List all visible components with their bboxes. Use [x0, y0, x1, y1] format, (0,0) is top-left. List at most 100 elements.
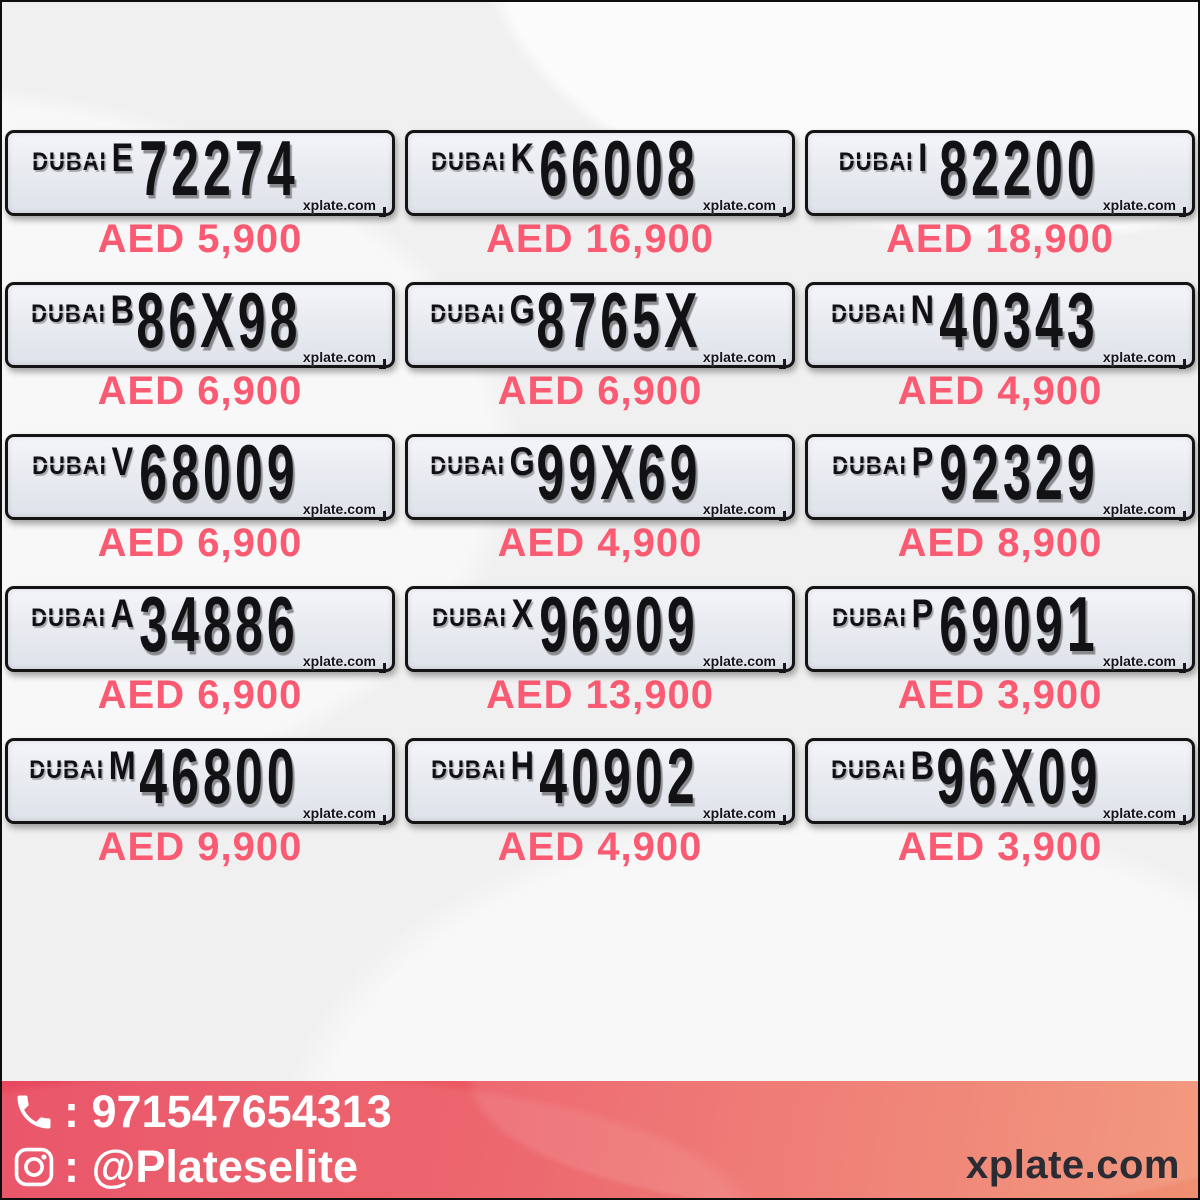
plate-left-block: DUBAI B: [22, 287, 144, 333]
license-plate: DUBAI X 96909 xplate.com: [405, 581, 795, 673]
dubai-emirate-wordmark: DUBAI: [831, 755, 906, 784]
plate-price: AED 6,900: [97, 521, 303, 565]
plate-watermark: xplate.com: [702, 349, 786, 369]
plate-watermark-text: xplate.com: [302, 805, 376, 821]
dubai-emirate-wordmark: DUBAI: [29, 755, 104, 784]
license-plate: DUBAI G 8765X xplate.com: [405, 277, 795, 369]
plate-watermark: xplate.com: [1103, 349, 1186, 369]
license-plate: DUBAI K 66008 xplate.com: [405, 125, 795, 217]
plate-price: AED 6,900: [97, 369, 303, 413]
plate-price: AED 4,900: [497, 825, 703, 869]
instagram-handle-text: : @Plateselite: [64, 1141, 358, 1192]
plate-price: AED 5,900: [97, 217, 303, 261]
plate-listing: DUBAI P 69091 xplate.com AED 3,900: [805, 581, 1195, 717]
plate-watermark-text: xplate.com: [1102, 501, 1176, 517]
plate-watermark-text: xplate.com: [302, 197, 376, 213]
plate-left-block: DUBAI N: [822, 290, 944, 330]
plate-watermark: xplate.com: [302, 197, 386, 217]
plate-letter-code: H: [510, 743, 535, 789]
watermark-corner-mark: [779, 663, 786, 673]
license-plate: DUBAI H 40902 xplate.com: [405, 733, 795, 825]
plate-price: AED 18,900: [886, 217, 1114, 261]
plate-listing: DUBAI H 40902 xplate.com AED 4,900: [405, 733, 795, 869]
plate-watermark: xplate.com: [1102, 197, 1186, 217]
plate-letter-code: A: [110, 591, 135, 637]
plate-number: 82200: [939, 124, 1099, 212]
plate-price: AED 6,900: [97, 673, 303, 717]
watermark-corner-mark: [1179, 815, 1186, 825]
watermark-corner-mark: [779, 207, 786, 217]
plate-watermark: xplate.com: [302, 501, 386, 521]
license-plate: DUBAI M 46800 xplate.com: [5, 733, 395, 825]
plate-listing: DUBAI B 96X09 xplate.com AED 3,900: [805, 733, 1195, 869]
license-plate: DUBAI B 86X98 xplate.com: [5, 277, 395, 369]
plate-letter-code: B: [910, 743, 935, 789]
plate-watermark-text: xplate.com: [302, 653, 376, 669]
plate-letter-code: P: [911, 591, 934, 637]
plate-letter-code: G: [509, 287, 536, 333]
plate-listing: DUBAI E 72274 xplate.com AED 5,900: [5, 125, 395, 261]
license-plate: DUBAI P 69091 xplate.com: [805, 581, 1195, 673]
plate-left-block: DUBAI I: [822, 138, 944, 178]
plate-left-block: DUBAI A: [22, 591, 144, 637]
plate-letter-code: B: [110, 287, 135, 333]
phone-number-text: : 971547654313: [64, 1086, 392, 1137]
phone-handset-icon: [12, 1090, 56, 1134]
plate-price: AED 16,900: [486, 217, 714, 261]
watermark-corner-mark: [379, 207, 386, 217]
watermark-corner-mark: [379, 663, 386, 673]
plate-price: AED 8,900: [897, 521, 1103, 565]
plate-number: 34886: [139, 580, 299, 668]
dubai-emirate-wordmark: DUBAI: [31, 603, 106, 632]
plate-watermark-text: xplate.com: [1102, 653, 1176, 669]
license-plate: DUBAI E 72274 xplate.com: [5, 125, 395, 217]
plate-left-block: DUBAI K: [422, 138, 544, 178]
watermark-corner-mark: [779, 359, 786, 369]
license-plate: DUBAI V 68009 xplate.com: [5, 429, 395, 521]
plate-left-block: DUBAI X: [422, 594, 544, 634]
plate-listing: DUBAI A 34886 xplate.com AED 6,900: [5, 581, 395, 717]
plate-number: 96909: [539, 580, 699, 668]
dubai-emirate-wordmark: DUBAI: [832, 451, 907, 480]
watermark-corner-mark: [379, 511, 386, 521]
license-plate: DUBAI N 40343 xplate.com: [805, 277, 1195, 369]
plate-letter-code: P: [911, 439, 934, 485]
plate-number: 40902: [539, 732, 699, 820]
watermark-corner-mark: [1179, 663, 1186, 673]
dubai-emirate-wordmark: DUBAI: [430, 299, 505, 328]
plate-listing: DUBAI X 96909 xplate.com AED 13,900: [405, 581, 795, 717]
plate-watermark: xplate.com: [302, 349, 386, 369]
plate-price: AED 4,900: [897, 369, 1103, 413]
plate-watermark-text: xplate.com: [302, 349, 376, 365]
plate-number: 69091: [939, 580, 1099, 668]
plate-watermark-text: xplate.com: [702, 653, 776, 669]
plate-listing: DUBAI B 86X98 xplate.com AED 6,900: [5, 277, 395, 413]
watermark-corner-mark: [379, 815, 386, 825]
plate-watermark-text: xplate.com: [702, 349, 776, 365]
plate-left-block: DUBAI E: [22, 135, 144, 181]
watermark-corner-mark: [379, 359, 386, 369]
plate-listing: DUBAI V 68009 xplate.com AED 6,900: [5, 429, 395, 565]
plate-left-block: DUBAI G: [422, 287, 544, 333]
plate-listing: DUBAI K 66008 xplate.com AED 16,900: [405, 125, 795, 261]
plate-watermark-text: xplate.com: [302, 501, 376, 517]
dubai-emirate-wordmark: DUBAI: [831, 299, 906, 328]
dubai-emirate-wordmark: DUBAI: [31, 299, 106, 328]
plate-listing: DUBAI N 40343 xplate.com AED 4,900: [805, 277, 1195, 413]
site-url-text: xplate.com: [966, 1143, 1180, 1187]
watermark-corner-mark: [1179, 359, 1186, 369]
plate-watermark-text: xplate.com: [702, 197, 776, 213]
plate-watermark: xplate.com: [703, 501, 786, 521]
dubai-emirate-wordmark: DUBAI: [32, 451, 107, 480]
plate-number: 86X98: [136, 276, 302, 364]
plate-left-block: DUBAI B: [822, 743, 944, 789]
watermark-corner-mark: [1179, 207, 1186, 217]
plate-watermark-text: xplate.com: [1102, 197, 1176, 213]
plate-number: 46800: [139, 732, 299, 820]
plate-price: AED 13,900: [486, 673, 714, 717]
watermark-corner-mark: [779, 511, 786, 521]
plate-left-block: DUBAI H: [422, 743, 544, 789]
plate-watermark-text: xplate.com: [1102, 805, 1176, 821]
plate-letter-code: E: [111, 135, 134, 181]
